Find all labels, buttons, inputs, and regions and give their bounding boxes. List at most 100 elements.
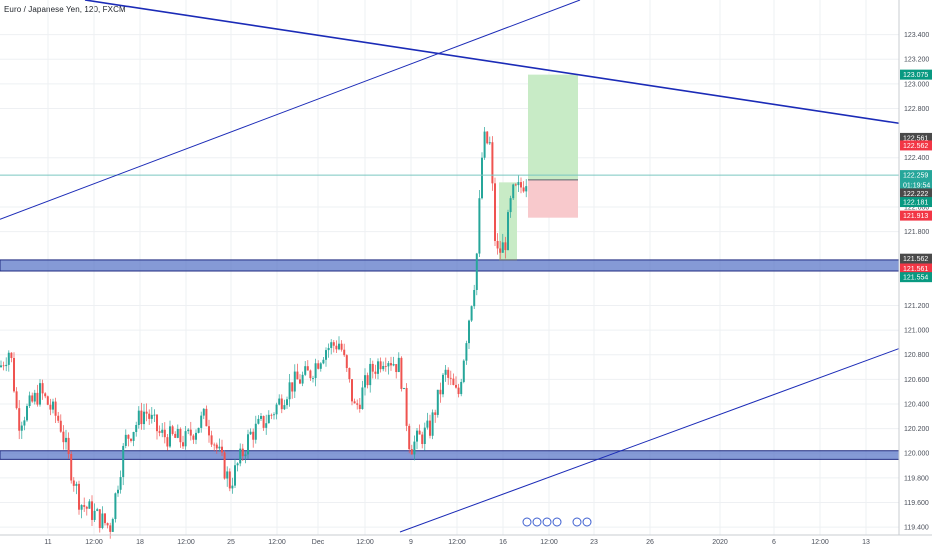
candle-body <box>325 350 327 360</box>
candle-body <box>33 392 36 402</box>
candle-body <box>457 387 460 395</box>
candle-body <box>468 320 470 344</box>
candle-body <box>184 431 187 447</box>
candle-body <box>499 248 502 253</box>
candle-body <box>158 431 161 433</box>
candle-body <box>114 493 117 520</box>
candle-body <box>153 414 156 416</box>
candle-body <box>462 360 465 382</box>
candle-body <box>291 382 294 392</box>
candle-body <box>439 389 442 395</box>
candle-body <box>400 357 403 389</box>
candle-body <box>512 184 515 199</box>
candle-body <box>366 375 369 386</box>
candle-body <box>488 142 491 144</box>
candle-body <box>78 483 80 510</box>
candle-body <box>301 374 304 384</box>
y-tick-label: 120.400 <box>904 401 929 408</box>
candle-body <box>517 182 520 186</box>
candle-body <box>330 342 333 348</box>
candle-body <box>254 423 257 440</box>
candle-body <box>91 501 93 520</box>
candle-body <box>169 426 171 447</box>
candle-body <box>72 480 75 486</box>
candle-body <box>348 368 351 380</box>
candle-body <box>161 429 164 433</box>
candle-body <box>20 425 23 431</box>
candle-body <box>15 391 18 409</box>
candle-body <box>80 505 83 510</box>
support-zone[interactable] <box>0 259 900 272</box>
candle-body <box>0 365 2 368</box>
candle-body <box>163 429 166 438</box>
candle-body <box>486 131 489 144</box>
event-icon <box>522 517 532 527</box>
candle-body <box>413 441 416 455</box>
candle-body <box>525 186 528 192</box>
chart-title: Euro / Japanese Yen, 120, FXCM <box>4 5 126 14</box>
candle-body <box>41 383 44 394</box>
candle-body <box>421 434 424 444</box>
price-tag-label: 01:19:54 <box>903 182 930 189</box>
candle-body <box>403 387 405 389</box>
candle-body <box>65 437 67 443</box>
candle-body <box>434 412 437 415</box>
candle-body <box>223 452 226 479</box>
drawing-zones[interactable] <box>0 74 900 460</box>
candle-body <box>117 489 119 494</box>
candle-body <box>257 418 260 424</box>
price-tag <box>900 263 932 274</box>
uptrend-line-lower <box>399 348 900 533</box>
y-tick-label: 121.200 <box>904 303 929 310</box>
candle-body <box>104 513 106 524</box>
price-tag <box>900 210 932 221</box>
candle-body <box>88 501 91 509</box>
candle-body <box>483 131 486 158</box>
candle-body <box>418 430 421 435</box>
y-tick-label: 123.200 <box>904 57 929 64</box>
trend-lines[interactable] <box>0 0 900 533</box>
support-zone[interactable] <box>0 450 900 460</box>
price-tag <box>900 272 932 283</box>
candle-body <box>18 408 21 431</box>
price-tag-label: 122.562 <box>903 143 928 150</box>
candle-body <box>364 375 366 388</box>
x-tick-label: Dec <box>312 539 325 546</box>
candle-body <box>2 365 5 367</box>
candle-body <box>267 414 270 424</box>
candle-body <box>252 431 255 440</box>
x-tick-label: 12:00 <box>268 539 286 546</box>
candle-body <box>210 435 213 445</box>
candle-body <box>234 465 236 486</box>
candle-body <box>309 370 312 379</box>
candle-body <box>171 426 174 434</box>
candle-body <box>491 142 494 184</box>
candle-body <box>286 399 288 406</box>
candle-body <box>262 415 265 428</box>
x-tick-label: 9 <box>409 539 413 546</box>
candle-body <box>332 342 335 346</box>
candle-body <box>85 506 88 509</box>
candle-body <box>288 382 291 400</box>
candle-body <box>59 420 62 432</box>
candle-body <box>306 366 309 371</box>
x-tick-label: 26 <box>646 539 654 546</box>
candle-body <box>140 410 143 425</box>
event-icon <box>572 517 582 527</box>
candle-body <box>520 182 522 188</box>
candle-body <box>241 448 244 457</box>
candle-body <box>31 395 34 402</box>
candle-body <box>137 410 140 426</box>
candle-body <box>335 345 338 350</box>
candle-body <box>135 425 138 433</box>
event-icon <box>532 517 542 527</box>
candle-body <box>465 343 468 361</box>
candle-body <box>182 442 184 447</box>
candle-body <box>119 477 122 490</box>
candle-body <box>356 403 359 405</box>
candle-body <box>442 374 444 395</box>
candle-body <box>231 485 234 489</box>
candle-body <box>473 289 476 307</box>
candle-body <box>405 387 408 426</box>
